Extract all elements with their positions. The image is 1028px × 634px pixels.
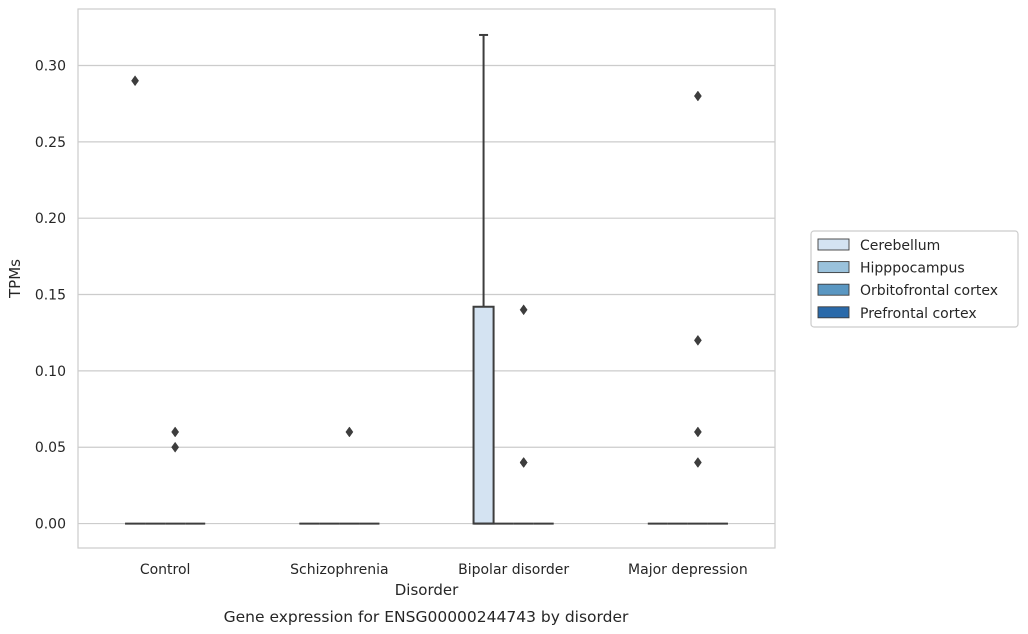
y-axis-label: TPMs bbox=[6, 259, 24, 299]
plot-frame bbox=[77, 8, 776, 549]
box-group bbox=[165, 426, 186, 525]
legend-label: Prefrontal cortex bbox=[860, 306, 977, 322]
x-tick-label: Major depression bbox=[628, 562, 748, 578]
x-tick-label: Control bbox=[140, 562, 191, 578]
y-tick-labels: 0.00 0.05 0.10 0.15 0.20 0.25 0.30 bbox=[35, 58, 66, 532]
legend-label: Orbitofrontal cortex bbox=[860, 283, 998, 299]
outlier-point bbox=[693, 90, 702, 102]
box-group bbox=[472, 33, 495, 525]
legend-swatch bbox=[817, 306, 850, 319]
x-tick-label: Schizophrenia bbox=[290, 562, 388, 578]
legend-swatch bbox=[817, 283, 850, 296]
box-group bbox=[687, 90, 708, 525]
outlier-point bbox=[693, 457, 702, 468]
x-tick-label: Bipolar disorder bbox=[458, 562, 569, 578]
legend-swatch bbox=[817, 261, 850, 274]
box-group bbox=[339, 426, 360, 525]
y-tick-label: 0.25 bbox=[35, 135, 66, 151]
grid-layer bbox=[78, 64, 775, 525]
x-axis-label: Disorder bbox=[395, 581, 459, 599]
y-tick-label: 0.30 bbox=[35, 58, 66, 74]
y-tick-label: 0.15 bbox=[35, 288, 66, 304]
y-tick-label: 0.10 bbox=[35, 364, 66, 380]
legend: Cerebellum Hipppocampus Orbitofrontal cort… bbox=[810, 230, 1019, 328]
outlier-point bbox=[519, 457, 528, 468]
chart-caption: Gene expression for ENSG00000244743 by d… bbox=[224, 608, 629, 626]
outlier-point bbox=[171, 426, 180, 438]
outlier-point bbox=[693, 334, 702, 346]
legend-swatch bbox=[817, 238, 850, 251]
box-group bbox=[125, 75, 146, 525]
legend-label: Hipppocampus bbox=[860, 261, 965, 277]
outlier-point bbox=[171, 441, 180, 453]
box bbox=[472, 305, 495, 525]
legend-frame bbox=[810, 230, 1019, 328]
y-tick-label: 0.05 bbox=[35, 440, 66, 456]
box-layer bbox=[125, 33, 728, 525]
outlier-point bbox=[345, 426, 354, 438]
outlier-point bbox=[519, 304, 528, 316]
outlier-point bbox=[693, 426, 702, 438]
outlier-point bbox=[131, 75, 139, 87]
y-tick-label: 0.00 bbox=[35, 517, 66, 533]
box-group bbox=[513, 304, 534, 525]
x-tick-labels: Control Schizophrenia Bipolar disorder Majo… bbox=[140, 562, 748, 578]
legend-label: Cerebellum bbox=[860, 238, 940, 254]
y-tick-label: 0.20 bbox=[35, 211, 66, 227]
